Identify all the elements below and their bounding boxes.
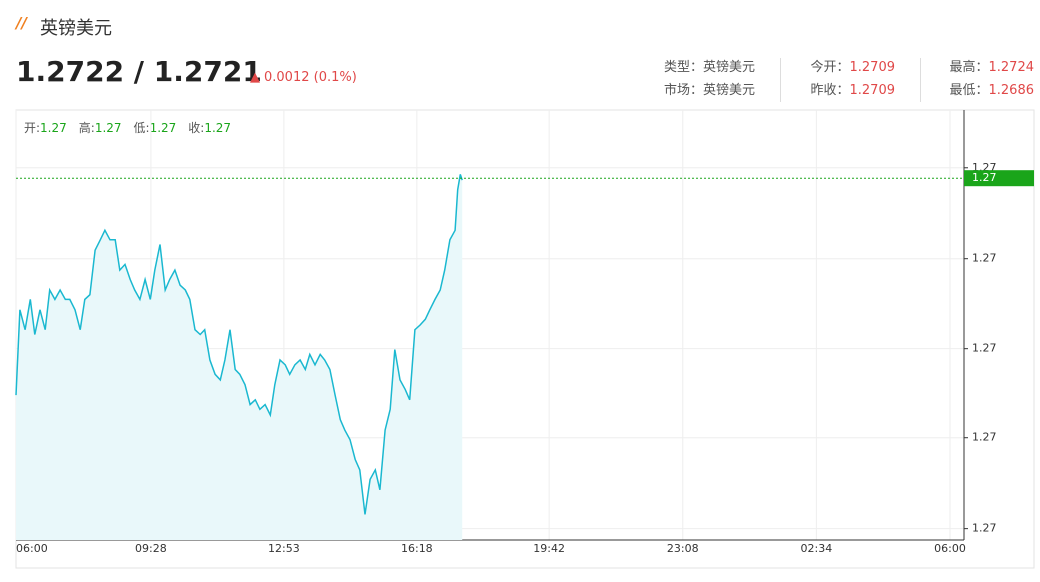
ohlc-label: 高: <box>78 121 95 135</box>
ohlc-label: 开: <box>24 121 41 135</box>
ohlc-value: 1.27 <box>94 121 122 135</box>
info-item: 最高：1.2724 <box>949 56 1034 75</box>
y-tick-label: 1.27 <box>972 522 997 535</box>
area <box>16 174 463 540</box>
separator <box>920 58 921 102</box>
line <box>15 174 463 515</box>
title: 英镑美元 <box>40 18 112 39</box>
info-value: 1.2724 <box>988 60 1035 75</box>
change: 0.0012 (0.1%) <box>264 70 357 85</box>
info-item: 市场：英镑美元 <box>664 79 755 98</box>
info-label: 今开： <box>810 60 850 75</box>
info-label: 最低： <box>949 83 989 98</box>
x-tick-label: 06:00 <box>934 542 966 555</box>
x-tick-label: 09:28 <box>135 542 167 555</box>
y-tick-label: 1.27 <box>972 431 997 444</box>
icon: // <box>16 14 27 32</box>
info-value: 1.2709 <box>849 83 896 98</box>
ohlc-value: 1.27 <box>40 121 67 135</box>
info-item: 类型：英镑美元 <box>664 56 755 75</box>
info-value: 1.2686 <box>988 83 1035 98</box>
ohlc-value: 1.27 <box>204 121 232 135</box>
info-label: 类型： <box>663 60 703 75</box>
x-tick-label: 02:34 <box>801 542 833 555</box>
info-label: 昨收： <box>810 83 850 98</box>
y-tick-label: 1.27 <box>972 252 997 265</box>
x-tick-label: 06:00 <box>16 542 48 555</box>
y-tick-label: 1.27 <box>972 342 997 355</box>
info-item: 最低：1.2686 <box>949 79 1034 98</box>
last-price-label: 1.27 <box>972 171 997 184</box>
info-item: 昨收：1.2709 <box>810 79 895 98</box>
separator <box>780 58 781 102</box>
info-label: 最高： <box>949 60 989 75</box>
x-tick-label: 19:42 <box>533 542 565 555</box>
ohlc-label: 收: <box>188 121 205 135</box>
x-tick-label: 12:53 <box>268 542 300 555</box>
last-price-box <box>964 170 1034 187</box>
change-arrow: ▲ <box>250 70 260 85</box>
x-tick-label: 23:08 <box>667 542 699 555</box>
info-value: 英镑美元 <box>702 83 755 98</box>
ohlc-value: 1.27 <box>149 121 177 135</box>
info-item: 今开：1.2709 <box>810 56 895 75</box>
info-value: 1.2709 <box>849 60 896 75</box>
ohlc: 开:1.27 高:1.27 低:1.27 收:1.27 <box>24 119 243 136</box>
price: 1.2722 / 1.2721 <box>16 55 262 88</box>
ohlc-label: 低: <box>133 121 150 135</box>
info-value: 英镑美元 <box>702 60 755 75</box>
info-label: 市场： <box>663 83 703 98</box>
x-tick-label: 16:18 <box>401 542 433 555</box>
